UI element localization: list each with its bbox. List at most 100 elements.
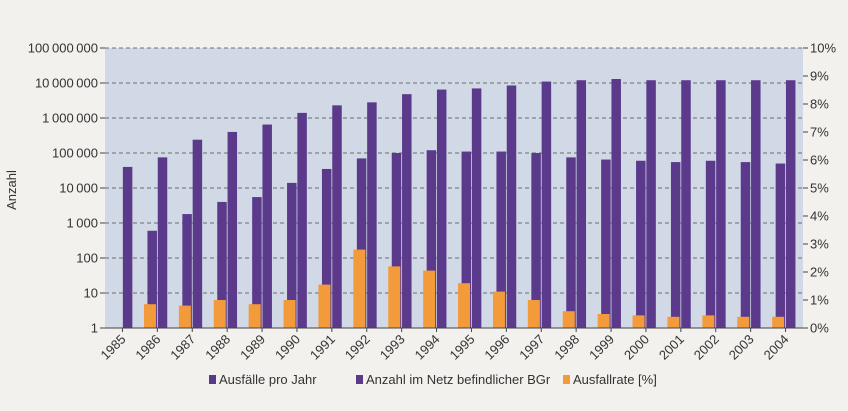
bar-ausfaelle [356, 158, 367, 328]
bar-anzahl-im-netz [576, 80, 587, 328]
x-tick-label: 1999 [586, 332, 617, 363]
y-tick-label: 100 000 000 [28, 41, 98, 56]
bar-ausfaelle [775, 163, 786, 328]
bar-ausfallrate [353, 249, 366, 328]
y-tick-label: 1 000 [66, 216, 98, 231]
x-tick-label: 1985 [98, 332, 129, 363]
bar-ausfallrate [458, 283, 471, 328]
y-axis-label: Anzahl [4, 170, 19, 210]
bar-anzahl-im-netz [367, 102, 377, 328]
bar-ausfallrate [423, 270, 436, 328]
x-tick-label: 1989 [237, 332, 268, 363]
bar-ausfallrate [632, 315, 645, 328]
y2-tick-label: 0% [810, 321, 829, 336]
bar-ausfallrate [388, 266, 401, 328]
y2-tick-label: 6% [810, 153, 829, 168]
x-tick-label: 1991 [307, 332, 338, 363]
y2-tick-label: 10% [810, 41, 836, 56]
bar-ausfaelle [670, 162, 681, 328]
bar-ausfaelle [287, 182, 297, 328]
bar-ausfallrate [318, 284, 331, 328]
x-tick-label: 1987 [167, 332, 198, 363]
bar-ausfaelle [426, 150, 437, 328]
y-tick-label: 100 000 [52, 146, 98, 161]
x-tick-label: 2000 [621, 332, 652, 363]
x-tick-label: 2003 [726, 332, 757, 363]
bar-anzahl-im-netz [436, 89, 447, 328]
bar-ausfaelle [740, 162, 751, 328]
bar-ausfallrate [248, 304, 261, 328]
y2-tick-label: 7% [810, 125, 829, 140]
bar-ausfaelle [601, 159, 611, 328]
legend-swatch [356, 375, 363, 384]
bar-ausfallrate [667, 316, 680, 328]
bar-anzahl-im-netz [541, 81, 552, 328]
bar-anzahl-im-netz [785, 80, 796, 328]
x-axis: 1985 1986 1987 1988 1989 1990 1991 1992 1993 1994… [98, 328, 792, 363]
x-tick-label: 1990 [272, 332, 303, 363]
x-tick-label: 1996 [481, 332, 512, 363]
bar-ausfaelle [147, 230, 157, 328]
bar-ausfaelle [531, 153, 541, 328]
bar-ausfallrate [772, 316, 785, 328]
bar-ausfallrate [562, 311, 575, 328]
x-tick-label: 1998 [551, 332, 582, 363]
y-tick-label: 10 000 000 [35, 76, 98, 91]
bar-anzahl-im-netz [332, 105, 342, 328]
bar-ausfallrate [492, 291, 505, 328]
y-tick-label: 1 000 000 [42, 111, 98, 126]
bar-ausfaelle [217, 201, 227, 328]
bar-anzahl-im-netz [681, 80, 691, 328]
legend-label: Anzahl im Netz befindlicher BGr [366, 372, 551, 387]
legend-swatch [209, 375, 216, 384]
bar-anzahl-im-netz [262, 124, 272, 328]
y2-tick-label: 4% [810, 209, 829, 224]
y2-tick-label: 2% [810, 265, 829, 280]
bar-ausfaelle [496, 151, 506, 328]
bar-ausfallrate [283, 300, 296, 328]
bar-ausfaelle [636, 160, 646, 328]
y2-tick-label: 1% [810, 293, 829, 308]
x-tick-label: 1992 [342, 332, 373, 363]
bar-ausfaelle [461, 151, 472, 328]
bar-ausfallrate [213, 300, 226, 328]
x-tick-label: 1995 [447, 332, 478, 363]
bar-ausfallrate [178, 305, 191, 328]
bar-anzahl-im-netz [506, 85, 517, 328]
x-tick-label: 2002 [691, 332, 722, 363]
x-tick-label: 2004 [761, 332, 792, 363]
y2-tick-label: 8% [810, 97, 829, 112]
bar-anzahl-im-netz [297, 112, 307, 328]
y2-tick-label: 5% [810, 181, 829, 196]
bar-ausfaelle [705, 160, 716, 328]
bar-anzahl-im-netz [122, 166, 133, 328]
bar-ausfaelle [566, 157, 576, 328]
legend-swatch [563, 375, 570, 384]
x-tick-label: 1994 [412, 332, 443, 363]
x-tick-label: 1993 [377, 332, 408, 363]
legend-label: Ausfallrate [%] [573, 372, 657, 387]
y2-tick-label: 3% [810, 237, 829, 252]
bar-anzahl-im-netz [402, 94, 412, 328]
y-axis-right: 0% 1% 2% 3% 4% 5% 6% 7% 8% 9% 10% [803, 41, 836, 336]
y-axis-left: 1 10 100 1 000 10 000 100 000 1 000 000 10 000 … [28, 41, 105, 336]
plot-area [105, 48, 803, 328]
bar-ausfallrate [143, 304, 156, 328]
bar-ausfallrate [597, 314, 610, 328]
bar-anzahl-im-netz [227, 131, 238, 328]
bars [122, 79, 796, 328]
bar-ausfaelle [252, 197, 262, 328]
bar-anzahl-im-netz [646, 80, 656, 328]
bar-ausfaelle [321, 168, 332, 328]
bar-ausfaelle [182, 214, 192, 328]
y-tick-label: 10 000 [59, 181, 98, 196]
bar-ausfaelle [391, 153, 402, 328]
x-tick-label: 1997 [516, 332, 547, 363]
bar-anzahl-im-netz [611, 79, 621, 328]
bar-anzahl-im-netz [751, 80, 761, 328]
bar-anzahl-im-netz [192, 139, 203, 328]
bar-anzahl-im-netz [471, 88, 482, 328]
y-tick-label: 1 [91, 321, 98, 336]
legend: Ausfälle pro Jahr Anzahl im Netz befindli… [209, 372, 657, 387]
